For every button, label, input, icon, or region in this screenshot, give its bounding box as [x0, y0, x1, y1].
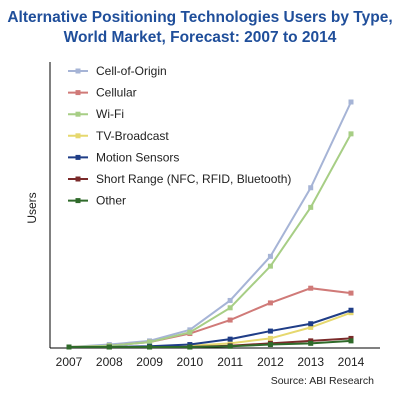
legend-label: Cell-of-Origin — [96, 64, 167, 78]
data-point-5-2011 — [227, 336, 233, 342]
x-tick-label-2012: 2012 — [257, 355, 284, 369]
data-point-2-2014 — [348, 290, 354, 296]
legend: Cell-of-Origin Cellular Wi-Fi TV-Broadcast M… — [68, 64, 291, 208]
legend-swatch-marker — [75, 68, 81, 74]
data-point-1-2013 — [308, 185, 314, 191]
data-point-5-2012 — [267, 328, 273, 334]
chart-title-line-2: World Market, Forecast: 2007 to 2014 — [64, 29, 337, 46]
data-point-5-2014 — [348, 307, 354, 313]
legend-item-3: Wi-Fi — [68, 107, 124, 121]
data-point-1-2011 — [227, 297, 233, 303]
series-7 — [66, 338, 354, 350]
x-tick-label-2008: 2008 — [96, 355, 123, 369]
series-layer — [66, 99, 354, 350]
legend-label: Other — [96, 194, 126, 208]
x-tick-label-2014: 2014 — [338, 355, 365, 369]
x-tick-label-2010: 2010 — [177, 355, 204, 369]
series-line-2 — [68, 287, 352, 348]
legend-label: TV-Broadcast — [96, 129, 169, 143]
data-point-7-2008 — [106, 344, 112, 350]
data-point-7-2012 — [267, 342, 273, 348]
x-tick-label-2009: 2009 — [136, 355, 163, 369]
legend-swatch-marker — [75, 111, 81, 117]
data-point-7-2013 — [308, 340, 314, 346]
legend-item-5: Motion Sensors — [68, 150, 179, 164]
data-point-3-2009 — [147, 339, 153, 345]
source-note: Source: ABI Research — [271, 375, 374, 387]
data-point-3-2012 — [267, 263, 273, 269]
y-axis-label: Users — [25, 192, 39, 223]
x-tick-labels: 2007 2008 2009 2010 2011 2012 2013 2014 — [56, 355, 365, 369]
legend-label: Cellular — [96, 86, 137, 100]
legend-item-6: Short Range (NFC, RFID, Bluetooth) — [68, 172, 291, 186]
legend-item-1: Cell-of-Origin — [68, 64, 167, 78]
chart-title-line-1: Alternative Positioning Technologies Use… — [7, 9, 392, 26]
x-tick-label-2011: 2011 — [217, 355, 243, 369]
data-point-3-2014 — [348, 131, 354, 137]
data-point-4-2012 — [267, 335, 273, 341]
data-point-2-2011 — [227, 317, 233, 323]
data-point-3-2010 — [187, 329, 193, 335]
data-point-1-2012 — [267, 253, 273, 259]
legend-item-7: Other — [68, 194, 126, 208]
data-point-3-2011 — [227, 305, 233, 311]
legend-label: Wi-Fi — [96, 107, 124, 121]
legend-swatch-marker — [75, 154, 81, 160]
data-point-7-2009 — [147, 344, 153, 350]
legend-label: Motion Sensors — [96, 150, 179, 164]
x-tick-label-2007: 2007 — [56, 355, 83, 369]
legend-swatch-marker — [75, 198, 81, 204]
legend-item-4: TV-Broadcast — [68, 129, 169, 143]
series-line-1 — [68, 101, 352, 348]
data-point-1-2014 — [348, 99, 354, 105]
series-line-3 — [68, 133, 352, 348]
data-point-7-2010 — [187, 344, 193, 350]
legend-swatch-marker — [75, 90, 81, 96]
data-point-5-2013 — [308, 321, 314, 327]
data-point-7-2011 — [227, 343, 233, 349]
series-3 — [66, 131, 354, 350]
data-point-2-2012 — [267, 300, 273, 306]
data-point-7-2007 — [66, 344, 72, 350]
data-point-3-2013 — [308, 204, 314, 210]
data-point-2-2013 — [308, 285, 314, 291]
data-point-7-2014 — [348, 338, 354, 344]
legend-swatch-marker — [75, 176, 81, 182]
legend-item-2: Cellular — [68, 86, 137, 100]
x-tick-label-2013: 2013 — [297, 355, 324, 369]
series-line-7 — [69, 339, 352, 348]
legend-swatch-marker — [75, 133, 81, 139]
legend-label: Short Range (NFC, RFID, Bluetooth) — [96, 172, 291, 186]
data-point-4-2013 — [308, 324, 314, 330]
